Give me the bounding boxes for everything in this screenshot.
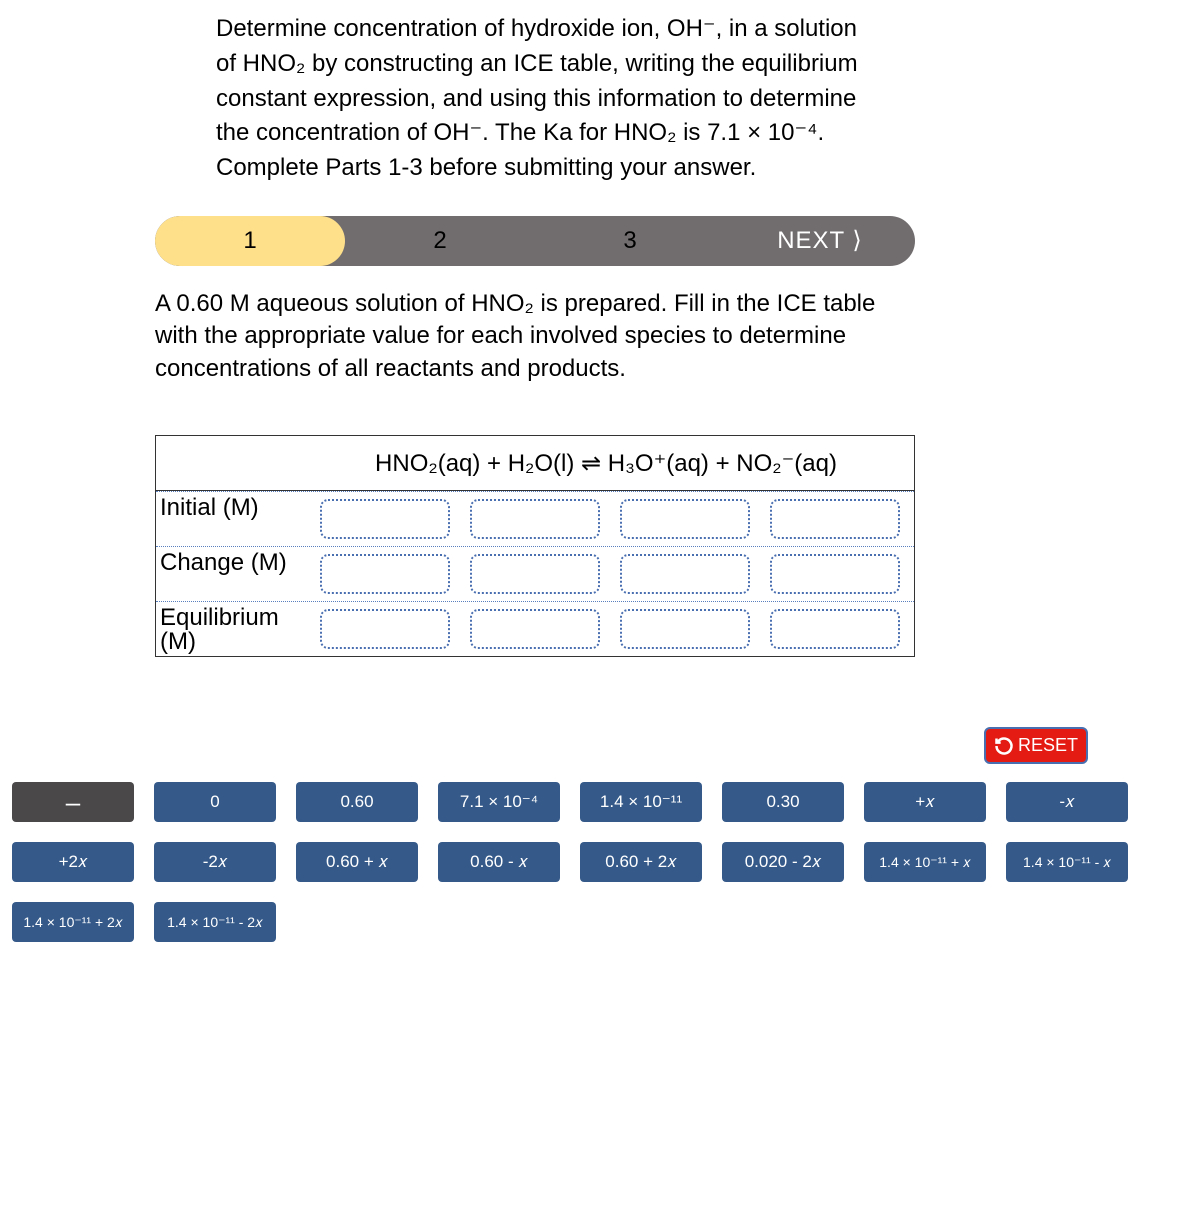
ice-row-label: Equilibrium (M)	[156, 602, 306, 656]
tile-bank: RESET – 0 0.60 7.1 × 10⁻⁴ 1.4 × 10⁻¹¹ 0.…	[0, 727, 1200, 1002]
ice-equation-row: HNO₂(aq) + H₂O(l) ⇌ H₃O⁺(aq) + NO₂⁻(aq)	[156, 436, 914, 491]
tile[interactable]: 0.60 + 2𝑥	[580, 842, 702, 882]
ice-cell[interactable]	[770, 609, 900, 649]
ice-header-blank	[156, 436, 306, 490]
reset-label: RESET	[1018, 735, 1078, 756]
ice-cell[interactable]	[470, 609, 600, 649]
tile[interactable]: 1.4 × 10⁻¹¹ + 𝑥	[864, 842, 986, 882]
step-2[interactable]: 2	[345, 216, 535, 266]
tile[interactable]: 0	[154, 782, 276, 822]
tile[interactable]: 1.4 × 10⁻¹¹	[580, 782, 702, 822]
tile[interactable]: 1.4 × 10⁻¹¹ + 2𝑥	[12, 902, 134, 942]
question-prompt: Determine concentration of hydroxide ion…	[216, 12, 876, 186]
reset-button[interactable]: RESET	[984, 727, 1088, 764]
ice-cell[interactable]	[320, 499, 450, 539]
tile[interactable]: 1.4 × 10⁻¹¹ - 𝑥	[1006, 842, 1128, 882]
ice-equation: HNO₂(aq) + H₂O(l) ⇌ H₃O⁺(aq) + NO₂⁻(aq)	[306, 436, 914, 490]
undo-icon	[994, 736, 1014, 756]
ice-cell[interactable]	[770, 554, 900, 594]
ice-cell[interactable]	[470, 499, 600, 539]
tile[interactable]: 0.60	[296, 782, 418, 822]
ice-row-label: Initial (M)	[156, 492, 306, 546]
tile[interactable]: +2𝑥	[12, 842, 134, 882]
tile[interactable]: 0.60 + 𝑥	[296, 842, 418, 882]
ice-cell[interactable]	[620, 554, 750, 594]
ice-table: HNO₂(aq) + H₂O(l) ⇌ H₃O⁺(aq) + NO₂⁻(aq) …	[155, 435, 915, 657]
ice-row-initial: Initial (M)	[156, 491, 914, 546]
ice-cell[interactable]	[320, 554, 450, 594]
step-3[interactable]: 3	[535, 216, 725, 266]
bank-row-2: +2𝑥 -2𝑥 0.60 + 𝑥 0.60 - 𝑥 0.60 + 2𝑥 0.02…	[12, 842, 1188, 882]
next-button[interactable]: NEXT ⟩	[725, 216, 915, 266]
tile[interactable]: +𝑥	[864, 782, 986, 822]
tile[interactable]: 7.1 × 10⁻⁴	[438, 782, 560, 822]
part-instructions: A 0.60 M aqueous solution of HNO₂ is pre…	[155, 288, 915, 385]
ice-cell[interactable]	[620, 609, 750, 649]
ice-row-label: Change (M)	[156, 547, 306, 601]
ice-row-change: Change (M)	[156, 546, 914, 601]
ice-cell[interactable]	[620, 499, 750, 539]
tile[interactable]: 0.60 - 𝑥	[438, 842, 560, 882]
tile[interactable]: 0.30	[722, 782, 844, 822]
tile[interactable]: -𝑥	[1006, 782, 1128, 822]
ice-cell[interactable]	[770, 499, 900, 539]
tile[interactable]: –	[12, 782, 134, 822]
step-1[interactable]: 1	[155, 216, 345, 266]
bank-row-1: – 0 0.60 7.1 × 10⁻⁴ 1.4 × 10⁻¹¹ 0.30 +𝑥 …	[12, 782, 1188, 822]
tile[interactable]: 1.4 × 10⁻¹¹ - 2𝑥	[154, 902, 276, 942]
step-navigator: 1 2 3 NEXT ⟩	[155, 216, 915, 266]
tile[interactable]: -2𝑥	[154, 842, 276, 882]
bank-row-3: 1.4 × 10⁻¹¹ + 2𝑥 1.4 × 10⁻¹¹ - 2𝑥	[12, 902, 1188, 942]
tile[interactable]: 0.020 - 2𝑥	[722, 842, 844, 882]
ice-cell[interactable]	[470, 554, 600, 594]
ice-cell[interactable]	[320, 609, 450, 649]
ice-row-equilibrium: Equilibrium (M)	[156, 601, 914, 656]
